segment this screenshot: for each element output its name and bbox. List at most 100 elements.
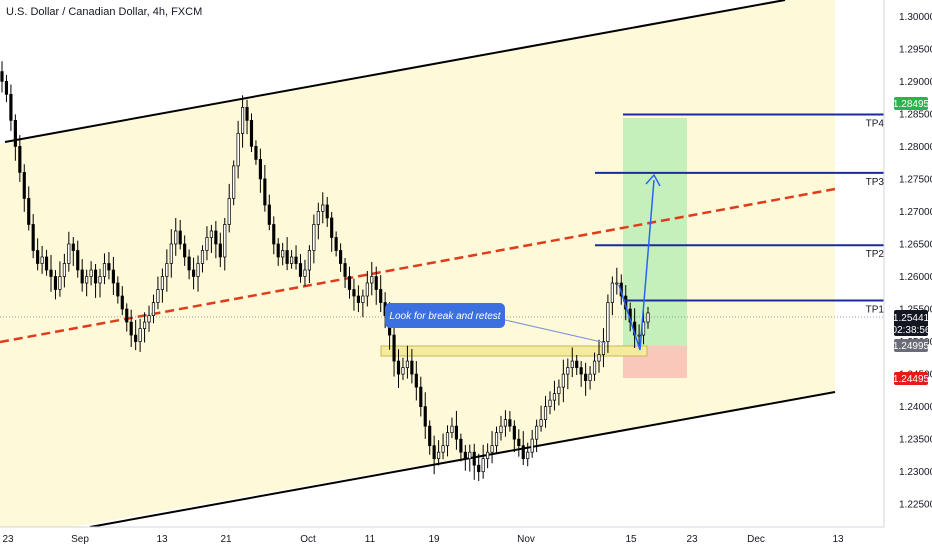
candle-body <box>125 308 129 323</box>
candle-body <box>214 230 218 245</box>
candle-body <box>597 354 601 362</box>
candle-body <box>31 224 35 251</box>
candle-body <box>89 269 93 277</box>
candle-body <box>334 237 338 251</box>
candle-body <box>227 198 231 225</box>
candle-body <box>450 425 454 434</box>
svg-text:1.24995: 1.24995 <box>893 341 930 352</box>
candle-body <box>254 146 258 160</box>
candle-body <box>71 243 75 251</box>
candle-body <box>512 425 516 440</box>
candle-body <box>592 360 597 375</box>
candle-body <box>468 451 472 460</box>
candle-body <box>601 341 606 355</box>
candle-body <box>285 250 289 264</box>
candle-body <box>646 312 650 323</box>
candle-body <box>62 263 66 277</box>
time-tick-label: 23 <box>2 534 14 545</box>
channel-midline[interactable] <box>0 187 836 344</box>
candle-body <box>343 263 347 277</box>
candle-body <box>151 302 156 316</box>
candle-body <box>263 178 267 206</box>
price-tick-label: 1.24000 <box>899 402 932 413</box>
time-tick-label: 23 <box>686 534 698 545</box>
price-tick-label: 1.23500 <box>899 435 932 446</box>
candle-body <box>290 256 294 264</box>
price-axis-panel[interactable] <box>884 0 932 527</box>
candle-body <box>183 243 187 258</box>
candle-body <box>205 237 209 251</box>
price-tick-label: 1.26000 <box>899 272 932 283</box>
channel-upper-line[interactable] <box>4 0 786 143</box>
candle-body <box>36 250 40 264</box>
candle-body <box>120 295 124 310</box>
price-tick-label: 1.27000 <box>899 207 932 218</box>
time-axis-ticks: 23 Sep 13 21 Oct 11 19 Nov 15 23 Dec 13 <box>2 534 844 545</box>
candle-body <box>129 321 133 336</box>
price-badge-entry: 1.24995 <box>893 339 930 352</box>
candle-body <box>116 282 120 297</box>
svg-text:1.28495: 1.28495 <box>893 99 930 110</box>
time-tick-label: Dec <box>747 534 765 545</box>
candle-body <box>339 250 343 264</box>
candle-body <box>178 230 182 245</box>
candle-body <box>321 204 325 212</box>
level-label-tp2: TP2 <box>866 249 885 260</box>
candle-body <box>543 406 548 420</box>
candle-body <box>236 133 240 167</box>
candle-body <box>579 367 583 375</box>
candle-body <box>9 93 13 121</box>
price-tick-label: 1.28500 <box>899 109 932 120</box>
candle-body <box>606 302 610 342</box>
candle-body <box>272 224 276 245</box>
annotation-callout[interactable]: Look for break and retest <box>385 303 607 344</box>
price-tick-label: 1.22500 <box>899 500 932 511</box>
candle-body <box>566 367 570 375</box>
candle-body <box>169 243 173 264</box>
channel-background <box>0 0 835 540</box>
candle-body <box>160 276 164 290</box>
candle-body <box>307 250 311 271</box>
projection-path <box>618 179 655 351</box>
price-tick-label: 1.29500 <box>899 44 932 55</box>
price-tick-label: 1.29000 <box>899 77 932 88</box>
candle-body <box>575 360 579 368</box>
candle-body <box>499 425 503 434</box>
candle-body <box>4 80 9 95</box>
candle-body <box>249 120 254 147</box>
candle-body <box>107 263 111 271</box>
candle-body <box>347 276 352 290</box>
candle-body <box>396 360 401 375</box>
candle-body <box>584 373 588 381</box>
channel-lower-line[interactable] <box>89 391 836 528</box>
candle-body <box>80 269 84 284</box>
time-axis-panel[interactable] <box>0 527 932 550</box>
price-badge-current: 1.25441 02:38:56 <box>892 310 931 336</box>
level-label-tp4: TP4 <box>866 119 885 130</box>
candle-body <box>401 367 405 375</box>
candle-body <box>459 438 463 453</box>
candle-body <box>325 204 329 219</box>
price-tick-label: 1.23000 <box>899 467 932 478</box>
retest-box[interactable] <box>380 345 648 357</box>
level-label-tp3: TP3 <box>866 177 885 188</box>
candle-body <box>428 425 432 447</box>
candle-body <box>138 328 142 342</box>
candle-body <box>526 451 530 460</box>
candle-body <box>454 425 459 440</box>
countdown-timer: 02:38:56 <box>892 325 931 336</box>
candle-body <box>191 269 196 277</box>
candle-body <box>187 256 191 271</box>
candle-body <box>548 399 552 407</box>
candle-body <box>539 419 543 427</box>
candle-body <box>494 432 499 447</box>
candle-body <box>174 230 178 245</box>
candle-body <box>463 451 467 460</box>
time-tick-label: 21 <box>220 534 232 545</box>
candle-body <box>218 243 222 258</box>
candle-body <box>423 406 427 427</box>
level-label-tp1: TP1 <box>866 305 885 316</box>
projection-arrowhead <box>645 173 661 187</box>
candle-body <box>58 276 62 290</box>
